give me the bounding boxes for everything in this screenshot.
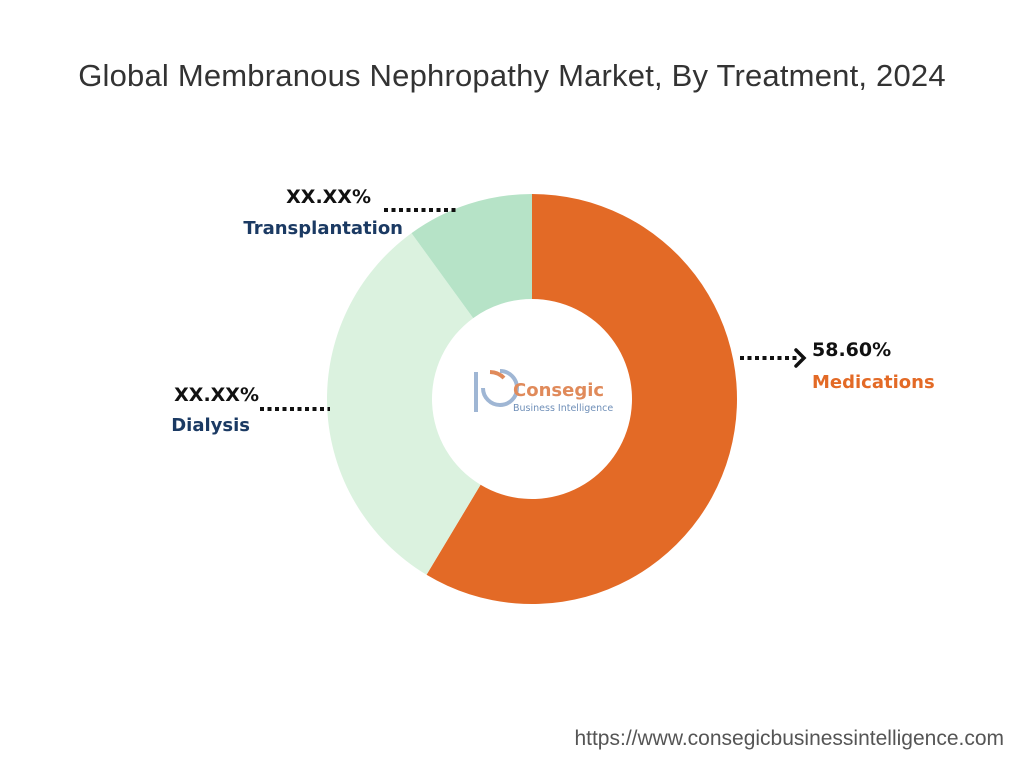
value-label-dialysis: XX.XX%: [174, 384, 259, 406]
value-label-medications: 58.60%: [812, 339, 891, 361]
logo-mark-icon: [474, 369, 519, 412]
slice-transplantation: [411, 194, 532, 319]
arrow-icon: [794, 348, 807, 368]
chart-title: Global Membranous Nephropathy Market, By…: [78, 58, 946, 93]
slice-dialysis: [326, 233, 481, 575]
labels-layer: 58.60% Medications XX.XX% Dialysis XX.XX% Tra…: [171, 186, 934, 436]
slices-layer: [326, 194, 737, 605]
leader-lines: [260, 208, 807, 411]
source-url[interactable]: https://www.consegicbusinessintelligence…: [574, 727, 1004, 750]
category-label-dialysis: Dialysis: [171, 415, 250, 436]
category-label-transplantation: Transplantation: [243, 218, 403, 239]
consegic-logo: Consegic Business Intelligence: [474, 369, 613, 414]
logo-tagline: Business Intelligence: [513, 403, 613, 414]
logo-brand-name: Consegic: [513, 380, 604, 401]
category-label-medications: Medications: [812, 372, 935, 393]
value-label-transplantation: XX.XX%: [286, 186, 371, 208]
slice-medications: [426, 194, 737, 605]
